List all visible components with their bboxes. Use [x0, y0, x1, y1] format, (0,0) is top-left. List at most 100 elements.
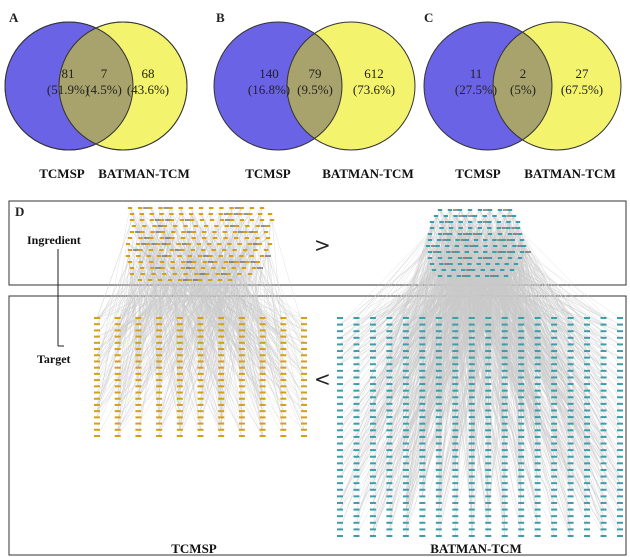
batman-target-node — [518, 528, 525, 531]
batman-target-node — [567, 501, 574, 504]
tcmsp-edge — [221, 213, 251, 424]
tcmsp-target-node — [218, 366, 225, 369]
batman-target-node — [600, 389, 607, 392]
batman-target-node — [584, 396, 591, 399]
batman-ingredient-label-mark — [482, 221, 489, 223]
tcmsp-edge — [190, 213, 263, 374]
target-less-than-sign: < — [314, 367, 331, 391]
tcmsp-target-node — [176, 403, 183, 406]
batman-target-node — [600, 343, 607, 346]
batman-target-node — [485, 482, 492, 485]
tcmsp-ingredient-node — [159, 237, 165, 239]
batman-edge — [356, 239, 449, 523]
tcmsp-target-node — [135, 416, 142, 419]
tcmsp-target-node — [114, 410, 121, 413]
batman-target-node — [584, 475, 591, 478]
batman-target-node — [584, 508, 591, 511]
tcmsp-edge — [221, 249, 246, 418]
tcmsp-target-node — [280, 422, 287, 425]
tcmsp-ingredient-node — [214, 225, 219, 227]
tcmsp-edge — [200, 243, 230, 319]
panel-letter-d: D — [15, 204, 24, 219]
batman-target-node — [337, 535, 343, 537]
batman-edge — [499, 257, 604, 352]
batman-target-node — [584, 515, 591, 518]
batman-edge — [466, 245, 588, 523]
batman-target-node — [435, 383, 442, 386]
batman-ingredient-node — [497, 233, 503, 235]
tcmsp-target-node — [280, 416, 287, 419]
tcmsp-edge — [200, 267, 255, 418]
tcmsp-ingredient-node — [199, 219, 205, 221]
batman-edge — [422, 245, 438, 497]
batman-target-node — [452, 468, 459, 471]
batman-target-node — [468, 521, 475, 524]
batman-target-node — [353, 336, 360, 339]
tcmsp-edge — [246, 237, 263, 368]
tcmsp-target-node — [301, 435, 307, 437]
tcmsp-target-node — [301, 354, 307, 357]
batman-target-node — [567, 409, 574, 412]
batman-target-node — [369, 389, 376, 392]
tcmsp-target-node — [94, 372, 100, 375]
batman-target-node — [501, 521, 508, 524]
batman-target-node — [386, 383, 393, 386]
batman-target-node — [386, 462, 393, 465]
batman-target-node — [419, 442, 426, 445]
tcmsp-target-node — [135, 366, 142, 369]
batman-ingredient-node — [515, 227, 521, 229]
tcmsp-target-node — [259, 329, 266, 332]
batman-target-node — [600, 462, 607, 465]
batman-target-node — [501, 449, 508, 452]
tcmsp-ingredient-node — [255, 237, 260, 239]
tcmsp-ingredient-label-mark — [143, 207, 150, 209]
batman-target-node — [551, 330, 558, 333]
batman-target-node — [534, 330, 541, 333]
tcmsp-ingredient-node — [226, 273, 231, 275]
batman-ingredient-node — [475, 275, 480, 277]
batman-target-node — [534, 396, 541, 399]
batman-edge — [488, 215, 515, 517]
batman-target-node — [501, 429, 508, 432]
batman-ingredient-node — [497, 257, 503, 259]
batman-ingredient-node — [437, 257, 443, 259]
tcmsp-ingredient-label-mark — [199, 273, 206, 275]
batman-target-node — [452, 376, 459, 379]
batman-edge — [515, 263, 604, 398]
batman-target-node — [419, 402, 426, 405]
batman-target-node — [452, 396, 459, 399]
batman-ingredient-node — [448, 221, 454, 223]
batman-target-node — [435, 317, 442, 319]
batman-target-node — [501, 482, 508, 485]
panel-letter-b: B — [216, 10, 225, 25]
batman-target-node — [501, 416, 508, 419]
batman-target-node — [534, 435, 541, 438]
batman-edge — [470, 227, 621, 490]
batman-edge — [471, 269, 483, 537]
batman-edge — [405, 269, 483, 510]
batman-target-node — [567, 455, 574, 458]
batman-target-node — [534, 429, 541, 432]
tcmsp-target-node — [156, 335, 163, 338]
tcmsp-ingredient-label-mark — [186, 261, 193, 263]
tcmsp-target-node — [114, 428, 121, 431]
batman-target-node — [468, 528, 475, 531]
tcmsp-target-node — [94, 366, 100, 369]
batman-ingredient-node — [437, 239, 442, 241]
batman-target-node — [468, 416, 475, 419]
batman-ingredient-node — [496, 227, 502, 229]
batman-target-node — [584, 468, 591, 471]
batman-target-node — [337, 449, 343, 452]
tcmsp-target-node — [301, 360, 307, 363]
batman-target-node — [518, 435, 525, 438]
tcmsp-target-node — [114, 385, 121, 388]
tcmsp-edge — [191, 219, 263, 430]
tcmsp-target-node — [238, 435, 245, 437]
batman-edge — [479, 221, 604, 451]
tcmsp-target-node — [135, 403, 142, 406]
batman-target-node — [567, 336, 574, 339]
batman-target-node — [402, 468, 409, 471]
tcmsp-edge — [158, 207, 212, 325]
batman-target-node — [353, 330, 360, 333]
tcmsp-target-node — [114, 354, 121, 357]
